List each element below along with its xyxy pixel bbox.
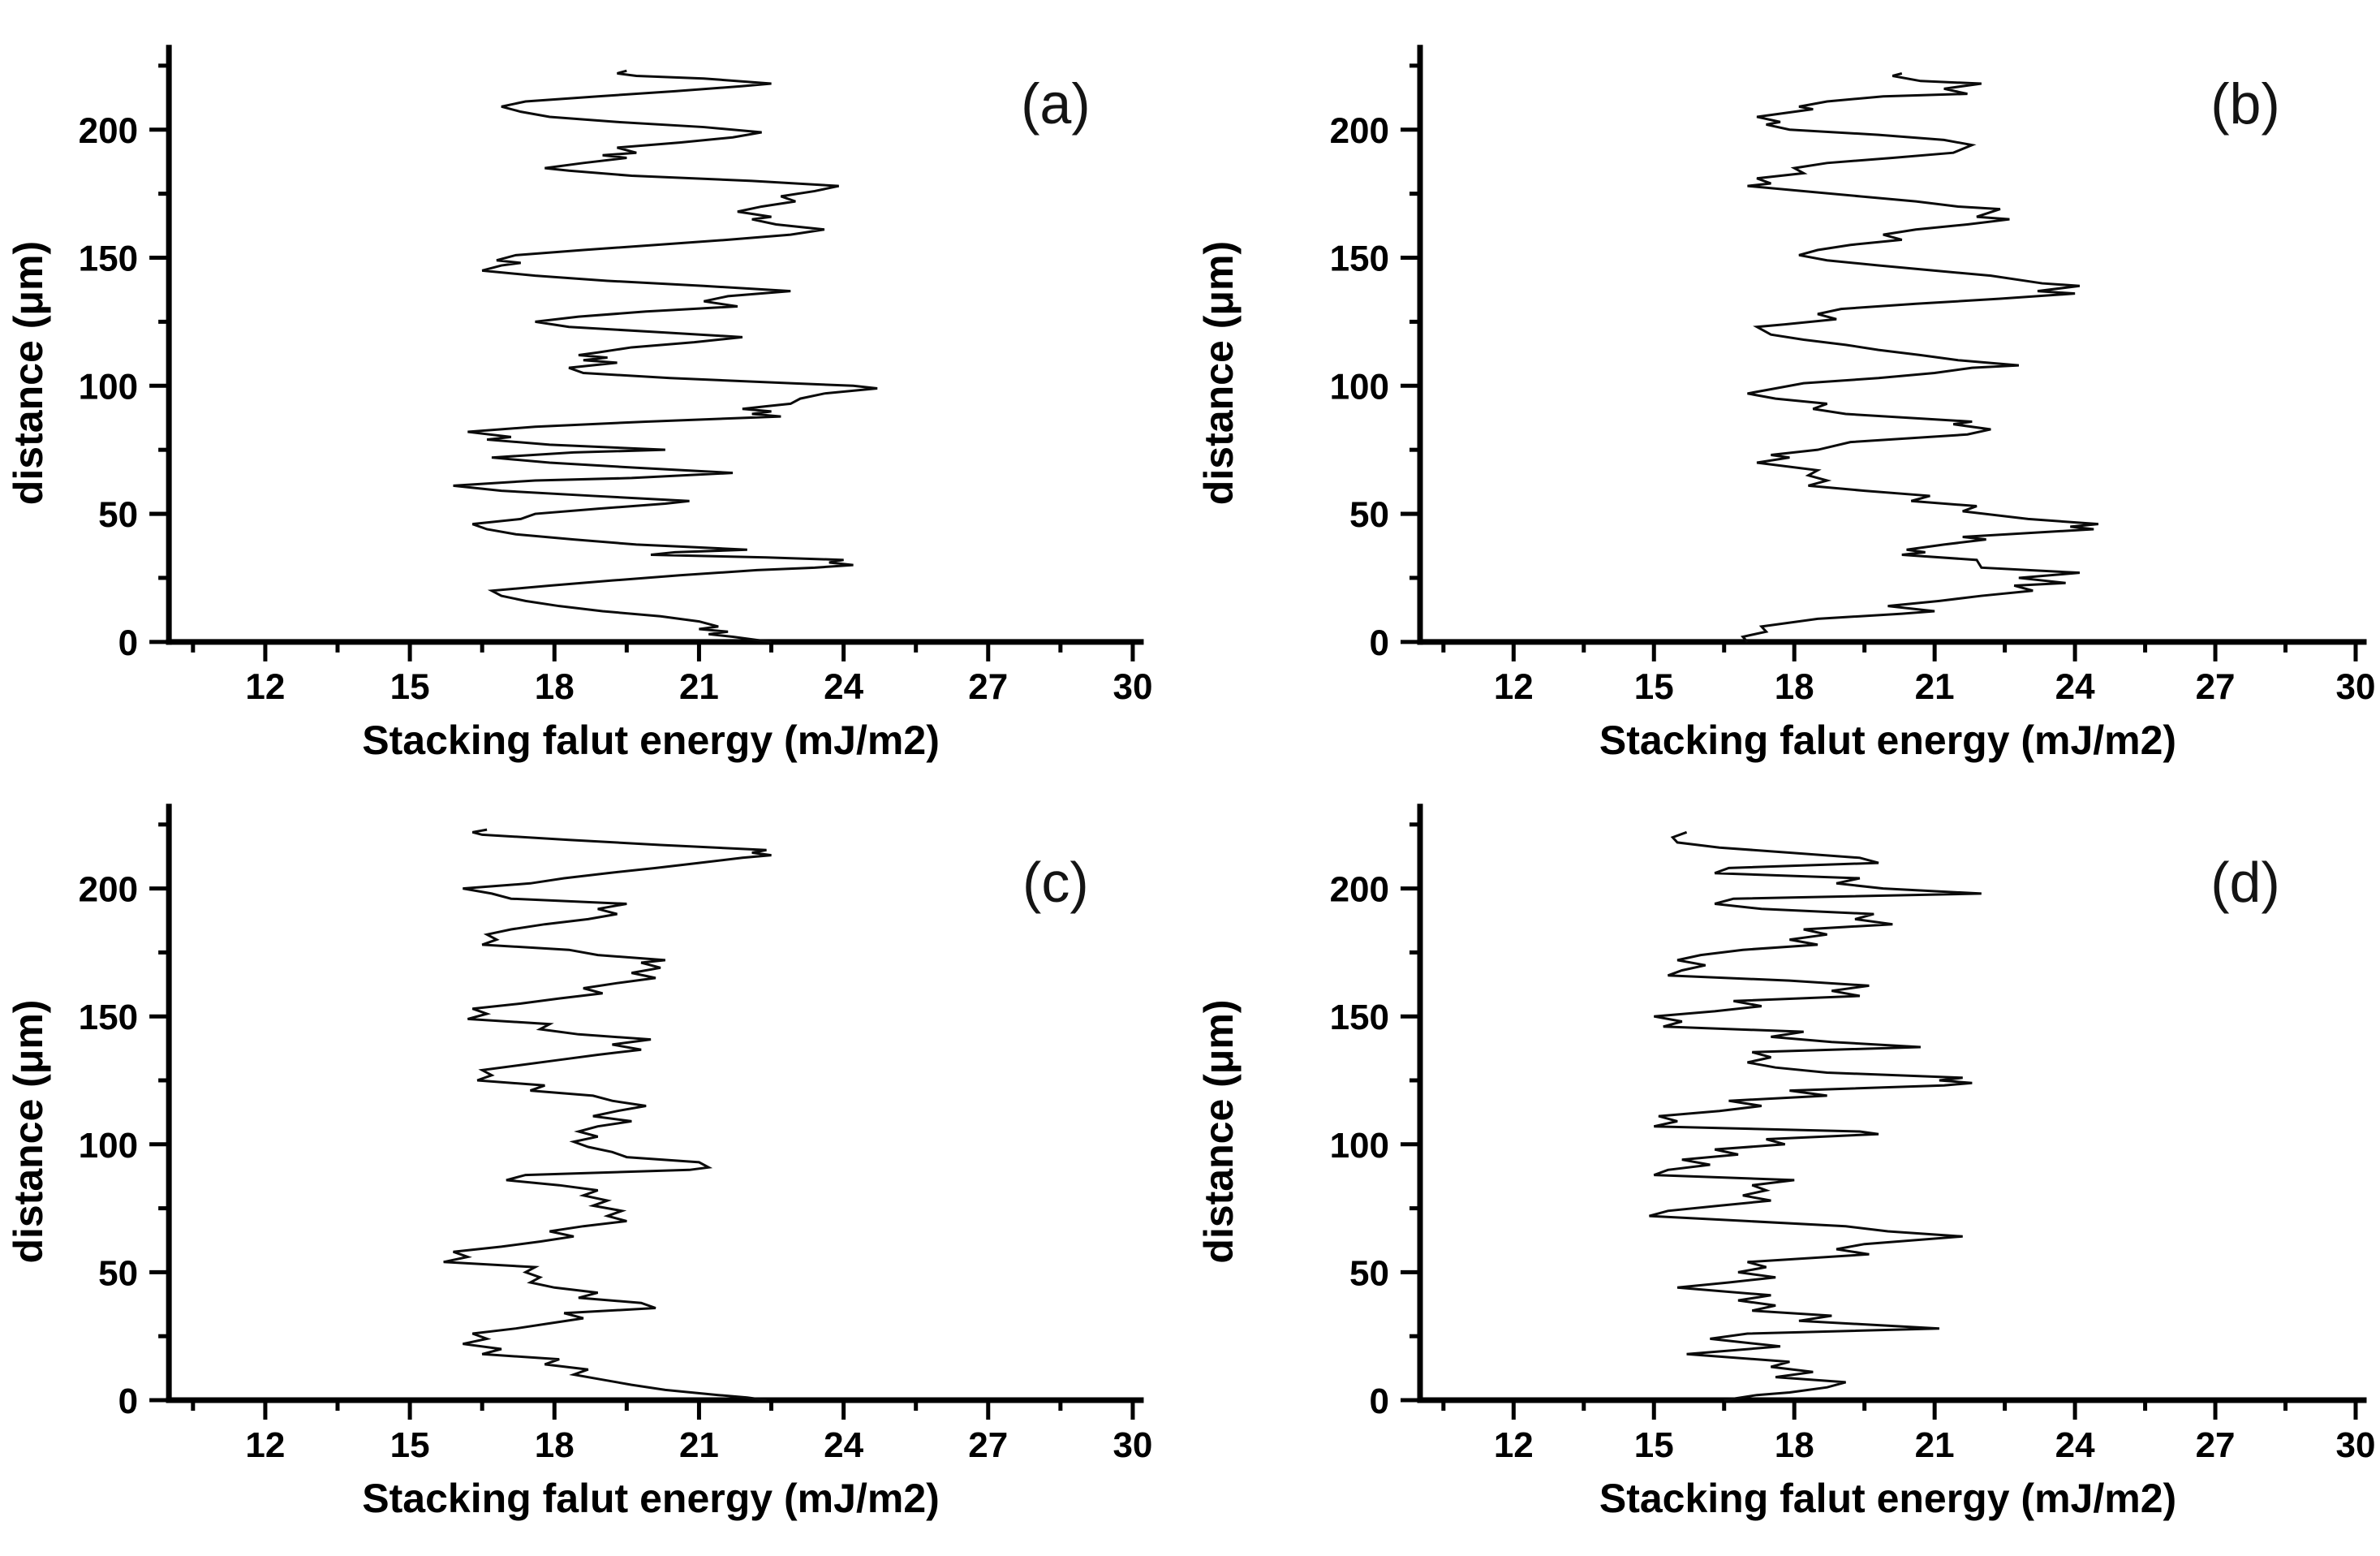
x-tick-label: 18 [535, 667, 575, 707]
y-tick-label: 200 [79, 111, 138, 151]
sfe-profile-trace [453, 69, 878, 644]
x-tick-label: 12 [1494, 1425, 1534, 1465]
y-axis-title: distance (μm) [6, 241, 51, 505]
x-tick-label: 27 [968, 667, 1008, 707]
x-tick-label: 15 [390, 1425, 430, 1465]
x-tick-label: 27 [968, 1425, 1008, 1465]
x-tick-label: 27 [2196, 1425, 2236, 1465]
sfe-profile-trace [1740, 71, 2099, 643]
panel-label: (d) [2210, 851, 2280, 914]
y-tick-label: 100 [79, 1126, 138, 1166]
x-axis-title: Stacking falut energy (mJ/m2) [362, 718, 940, 763]
x-tick-label: 24 [824, 1425, 863, 1465]
y-tick-label: 0 [118, 623, 138, 663]
x-axis-title: Stacking falut energy (mJ/m2) [362, 1476, 940, 1521]
x-tick-label: 12 [245, 667, 285, 707]
y-tick-label: 150 [79, 239, 138, 279]
chart-panel-b: 12 15 18 21 24 27 30 0 50 100 150 200 Stacking falut… [1196, 45, 2376, 763]
x-tick-label: 30 [1113, 1425, 1152, 1465]
panel-b: 12 15 18 21 24 27 30 0 50 100 150 200 Stacking falut… [1190, 0, 2380, 778]
y-tick-label: 100 [79, 367, 138, 407]
y-tick-label: 100 [1330, 1126, 1389, 1166]
y-tick-label: 150 [1330, 998, 1389, 1037]
x-axis-title: Stacking falut energy (mJ/m2) [1599, 718, 2176, 763]
chart-panel-d: 12 15 18 21 24 27 30 0 50 100 150 200 Stacking falut… [1196, 804, 2376, 1521]
y-axis-title: distance (μm) [1196, 999, 1242, 1263]
chart-panel-c: 12 15 18 21 24 27 30 0 50 100 150 200 Stacking falut… [6, 804, 1152, 1521]
y-tick-label: 50 [98, 1253, 138, 1293]
y-tick-label: 150 [79, 998, 138, 1037]
y-tick-label: 0 [118, 1381, 138, 1421]
panel-label: (b) [2210, 72, 2280, 136]
y-tick-label: 50 [1349, 1253, 1389, 1293]
panel-label: (c) [1022, 851, 1089, 914]
x-tick-label: 24 [2055, 667, 2095, 707]
y-tick-label: 200 [1330, 870, 1389, 910]
y-tick-label: 200 [79, 870, 138, 910]
x-tick-label: 12 [1494, 667, 1534, 707]
x-tick-label: 21 [1915, 1425, 1955, 1465]
x-tick-label: 12 [245, 1425, 285, 1465]
x-tick-label: 30 [2336, 1425, 2376, 1465]
x-tick-label: 15 [1634, 667, 1674, 707]
y-tick-label: 150 [1330, 239, 1389, 279]
x-tick-label: 18 [1775, 667, 1814, 707]
y-tick-label: 50 [98, 495, 138, 535]
y-tick-label: 0 [1370, 1381, 1389, 1421]
x-tick-label: 24 [824, 667, 863, 707]
chart-panel-a: 12 15 18 21 24 27 30 0 50 100 150 200 Stacking falut… [6, 45, 1152, 763]
x-tick-label: 15 [390, 667, 430, 707]
panel-c: 12 15 18 21 24 27 30 0 50 100 150 200 Stacking falut… [0, 778, 1190, 1556]
x-tick-label: 21 [679, 1425, 719, 1465]
x-tick-label: 21 [679, 667, 719, 707]
sfe-profile-trace [443, 828, 772, 1402]
x-tick-label: 18 [535, 1425, 575, 1465]
y-axis-title: distance (μm) [1196, 241, 1242, 505]
x-tick-label: 21 [1915, 667, 1955, 707]
panel-a: 12 15 18 21 24 27 30 0 50 100 150 200 Stacking falut… [0, 0, 1190, 778]
x-tick-label: 18 [1775, 1425, 1814, 1465]
x-tick-label: 30 [2336, 667, 2376, 707]
x-tick-label: 15 [1634, 1425, 1674, 1465]
y-tick-label: 200 [1330, 111, 1389, 151]
y-tick-label: 0 [1370, 623, 1389, 663]
sfe-profile-trace [1649, 830, 1982, 1402]
x-axis-title: Stacking falut energy (mJ/m2) [1599, 1476, 2176, 1521]
panel-label: (a) [1021, 72, 1091, 136]
x-tick-label: 24 [2055, 1425, 2095, 1465]
y-axis-title: distance (μm) [6, 1000, 51, 1264]
panel-d: 12 15 18 21 24 27 30 0 50 100 150 200 Stacking falut… [1190, 778, 2380, 1556]
y-tick-label: 100 [1330, 367, 1389, 407]
y-tick-label: 50 [1349, 495, 1389, 535]
x-tick-label: 27 [2196, 667, 2236, 707]
x-tick-label: 30 [1113, 667, 1152, 707]
